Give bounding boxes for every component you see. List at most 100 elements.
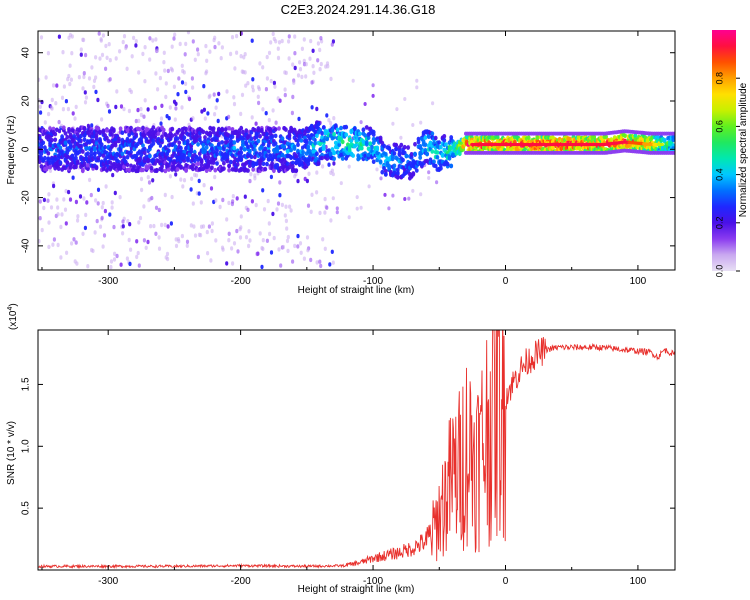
spectrogram-cell — [351, 153, 355, 158]
spectrogram-cell — [154, 205, 159, 210]
spectrogram-cell — [319, 263, 323, 269]
snr-plot-area — [38, 330, 675, 570]
spectrogram-cell — [164, 255, 168, 260]
spectrogram-marks — [38, 31, 675, 270]
spectrogram-cell — [287, 39, 291, 44]
spectrogram-cell — [113, 251, 117, 256]
spectrogram-cell — [118, 49, 122, 54]
spectrogram-cell — [99, 37, 103, 42]
spectrogram-cell — [276, 46, 280, 51]
snr-series-line — [38, 330, 675, 570]
spectrogram-cell — [54, 101, 58, 106]
spectrogram-cell — [100, 52, 105, 58]
spectrogram-cell — [80, 149, 85, 154]
spectrogram-cell — [141, 143, 145, 148]
spectrogram-cell — [382, 143, 386, 149]
spectrogram-cell — [383, 152, 388, 157]
spectrogram-cell — [370, 144, 374, 150]
spectrogram-cell — [191, 201, 195, 206]
spectrogram-cell — [423, 142, 428, 147]
spectrogram-cell — [201, 129, 206, 135]
spectrogram-cell — [163, 68, 167, 73]
spectrogram-cell — [411, 188, 415, 193]
spectrogram-cell — [39, 35, 44, 40]
spectrogram-cell — [251, 84, 255, 90]
spectrogram-cell — [180, 63, 184, 68]
spectrogram-cell — [164, 94, 168, 100]
spectrogram-cell — [259, 145, 264, 150]
spectrogram-cell — [193, 57, 197, 62]
spectrogram-cell — [38, 216, 42, 221]
spectrogram-cell — [327, 118, 331, 123]
spectrogram-cell — [212, 92, 216, 97]
spectrogram-cell — [43, 145, 47, 150]
spectrogram-cell — [275, 207, 279, 212]
spectrogram-cell — [101, 200, 105, 206]
spectrogram-cell — [296, 244, 300, 249]
spectrogram-cell — [284, 70, 288, 76]
spectrogram-cell — [105, 128, 109, 133]
spectrogram-cell — [671, 134, 675, 140]
spectrogram-cell — [106, 103, 110, 109]
spectrogram-cell — [53, 137, 58, 143]
spectrogram-cell — [213, 112, 217, 117]
spectrogram-cell — [137, 127, 142, 132]
spectrogram-cell — [244, 140, 249, 146]
spectrogram-cell — [291, 62, 295, 67]
spectrogram-cell — [290, 160, 295, 166]
spectrogram-cell — [160, 103, 164, 109]
spectrogram-cell — [160, 137, 164, 143]
spectrogram-cell — [56, 242, 60, 248]
spectrogram-cell — [62, 197, 66, 202]
spectrogram-cell — [82, 126, 87, 132]
spectrogram-cell — [68, 81, 72, 87]
spectrogram-cell — [148, 57, 152, 62]
spectrogram-cell — [115, 89, 119, 94]
spectrogram-cell — [267, 221, 271, 226]
spectrogram-cell — [413, 151, 417, 157]
spectrogram-cell — [311, 48, 315, 53]
spectrogram-cell — [264, 87, 268, 92]
spectrogram-cell — [371, 93, 375, 98]
spectrogram-cell — [340, 156, 345, 161]
spectrogram-cell — [204, 168, 209, 173]
spectrogram-cell — [349, 138, 354, 144]
spectrogram-cell — [328, 262, 332, 267]
spectrogram-cell — [227, 163, 232, 169]
spectrogram-cell — [296, 233, 300, 239]
spectrogram-cell — [48, 168, 53, 173]
spectrogram-cell — [535, 135, 540, 141]
spectrogram-cell — [423, 135, 428, 140]
spectrogram-cell — [526, 135, 531, 140]
spectrogram-cell — [305, 235, 310, 240]
spectrogram-cell — [672, 131, 675, 136]
spectrogram-cell — [371, 83, 375, 88]
spectrogram-cell — [136, 141, 140, 147]
spectrogram-cell — [210, 228, 214, 234]
spectrogram-cell — [129, 125, 133, 131]
spectrogram-cell — [66, 77, 70, 82]
spectrogram-cell — [227, 238, 231, 243]
spectrogram-cell — [271, 211, 275, 217]
spectrogram-x-axis-label: Height of straight line (km) — [298, 285, 415, 296]
spectrogram-cell — [44, 75, 48, 80]
spectrogram-cell — [315, 151, 319, 156]
spectrogram-cell — [132, 164, 137, 169]
spectrogram-cell — [169, 221, 173, 226]
spectrogram-cell — [94, 165, 99, 171]
spectrogram-cell — [330, 128, 335, 133]
spectrogram-y-axis-label: Frequency (Hz) — [6, 116, 17, 185]
spectrogram-cell — [298, 60, 302, 65]
spectrogram-cell — [249, 172, 253, 177]
spectrogram-cell — [340, 139, 345, 145]
spectrogram-cell — [192, 224, 196, 229]
spectrogram-cell — [107, 109, 112, 114]
spectrogram-cell — [74, 155, 78, 161]
spectrogram-cell — [184, 81, 188, 87]
spectrogram-cell — [344, 132, 349, 137]
spectrogram-cell — [266, 149, 271, 154]
spectrogram-cell — [294, 153, 299, 159]
spectrogram-cell — [70, 51, 74, 56]
spectrogram-cell — [180, 233, 184, 239]
spectrogram-cell — [208, 93, 212, 99]
